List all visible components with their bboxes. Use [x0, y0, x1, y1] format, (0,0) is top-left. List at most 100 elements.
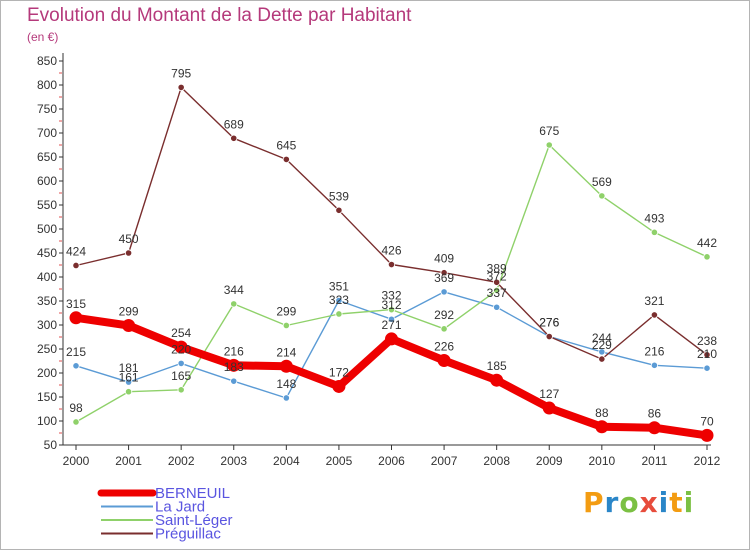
x-tick-label: 2004	[273, 454, 300, 468]
data-point-berneuil	[227, 358, 241, 372]
data-point-saint-leger	[230, 300, 238, 308]
legend-label-saint-leger: Saint-Léger	[155, 512, 233, 529]
data-label-preguillac: 450	[119, 232, 139, 246]
y-tick-label: 850	[37, 54, 57, 68]
x-tick-label: 2002	[168, 454, 195, 468]
y-tick-label: 50	[44, 438, 58, 452]
x-tick-label: 2011	[642, 454, 668, 468]
data-point-berneuil	[647, 421, 661, 435]
data-point-berneuil	[542, 401, 556, 415]
data-label-la-jard: 220	[171, 342, 191, 356]
data-point-berneuil	[279, 359, 293, 373]
x-tick-label: 2007	[431, 454, 458, 468]
data-point-preguillac	[230, 134, 238, 142]
data-label-preguillac: 426	[381, 244, 401, 258]
y-tick-label: 200	[37, 366, 57, 380]
data-label-berneuil: 216	[224, 344, 244, 358]
x-tick-label: 2008	[483, 454, 510, 468]
data-label-berneuil: 226	[434, 340, 454, 354]
data-point-preguillac	[440, 269, 448, 277]
data-point-la-jard	[177, 359, 185, 367]
data-label-la-jard: 312	[381, 298, 401, 312]
x-tick-label: 2009	[536, 454, 563, 468]
y-tick-label: 700	[37, 126, 57, 140]
data-label-saint-leger: 98	[69, 401, 83, 415]
data-label-preguillac: 795	[171, 66, 191, 80]
chart-title: Evolution du Montant de la Dette par Hab…	[27, 5, 412, 26]
y-tick-label: 150	[37, 390, 57, 404]
data-label-la-jard: 276	[539, 316, 559, 330]
data-point-preguillac	[177, 83, 185, 92]
y-tick-label: 400	[37, 270, 57, 284]
data-label-saint-leger: 372	[487, 269, 507, 283]
x-tick-label: 2005	[326, 454, 353, 468]
logo-letter: x	[639, 486, 659, 519]
data-point-preguillac	[387, 260, 396, 269]
data-point-berneuil	[174, 340, 188, 354]
y-tick-label: 250	[37, 342, 57, 356]
data-label-la-jard: 244	[592, 331, 612, 345]
data-label-saint-leger: 442	[697, 236, 717, 250]
data-label-preguillac: 645	[276, 138, 296, 152]
y-tick-label: 650	[37, 150, 57, 164]
y-tick-label: 100	[37, 414, 57, 428]
data-label-berneuil: 88	[595, 406, 609, 420]
logo-letter: o	[619, 486, 640, 519]
data-point-berneuil	[332, 379, 346, 393]
data-label-la-jard: 215	[66, 345, 86, 359]
data-label-preguillac: 321	[644, 294, 664, 308]
x-tick-label: 2006	[378, 454, 405, 468]
data-point-berneuil	[385, 332, 398, 346]
data-label-berneuil: 127	[539, 387, 559, 401]
data-label-saint-leger: 161	[119, 371, 139, 385]
data-label-la-jard: 216	[644, 344, 664, 358]
data-label-saint-leger: 299	[276, 304, 296, 318]
data-label-preguillac: 539	[329, 189, 349, 203]
data-point-la-jard	[282, 394, 290, 402]
logo-letter: t	[669, 486, 684, 519]
data-label-berneuil: 214	[276, 345, 296, 359]
data-point-berneuil	[700, 428, 714, 442]
x-tick-label: 2000	[63, 454, 90, 468]
legend-label-la-jard: La Jard	[155, 499, 205, 516]
data-point-la-jard	[493, 303, 501, 311]
y-tick-label: 750	[37, 102, 57, 116]
y-tick-label: 300	[37, 318, 57, 332]
data-label-la-jard: 337	[487, 286, 507, 300]
data-point-saint-leger	[650, 228, 659, 236]
x-tick-label: 2010	[588, 454, 615, 468]
legend-label-preguillac: Préguillac	[155, 526, 221, 543]
data-point-la-jard	[72, 362, 80, 370]
y-tick-label: 500	[37, 222, 57, 236]
legend-label-berneuil: BERNEUIL	[155, 485, 230, 502]
data-point-la-jard	[440, 288, 448, 296]
data-point-preguillac	[545, 332, 553, 341]
data-label-preguillac: 424	[66, 244, 86, 258]
y-tick-label: 450	[37, 246, 57, 260]
data-point-saint-leger	[598, 192, 606, 200]
data-point-berneuil	[122, 318, 136, 332]
data-point-saint-leger	[72, 418, 80, 426]
data-point-saint-leger	[177, 386, 185, 394]
data-point-preguillac	[650, 311, 659, 319]
y-tick-label: 800	[37, 78, 57, 92]
data-point-preguillac	[493, 278, 501, 286]
data-label-preguillac: 689	[224, 117, 244, 131]
data-label-preguillac: 229	[592, 338, 612, 352]
y-tick-label: 350	[37, 294, 57, 308]
logo-letter: P	[583, 486, 605, 519]
data-point-preguillac	[598, 355, 606, 363]
data-point-berneuil	[595, 420, 609, 434]
x-tick-label: 2001	[115, 454, 142, 468]
data-label-la-jard: 351	[329, 280, 349, 294]
data-point-saint-leger	[440, 325, 448, 333]
logo-letter: i	[683, 486, 695, 519]
data-label-berneuil: 70	[700, 414, 714, 428]
data-point-preguillac	[124, 249, 133, 257]
data-point-saint-leger	[282, 321, 290, 330]
data-point-saint-leger	[335, 310, 343, 318]
data-label-berneuil: 185	[487, 359, 507, 373]
data-point-saint-leger	[387, 306, 396, 314]
